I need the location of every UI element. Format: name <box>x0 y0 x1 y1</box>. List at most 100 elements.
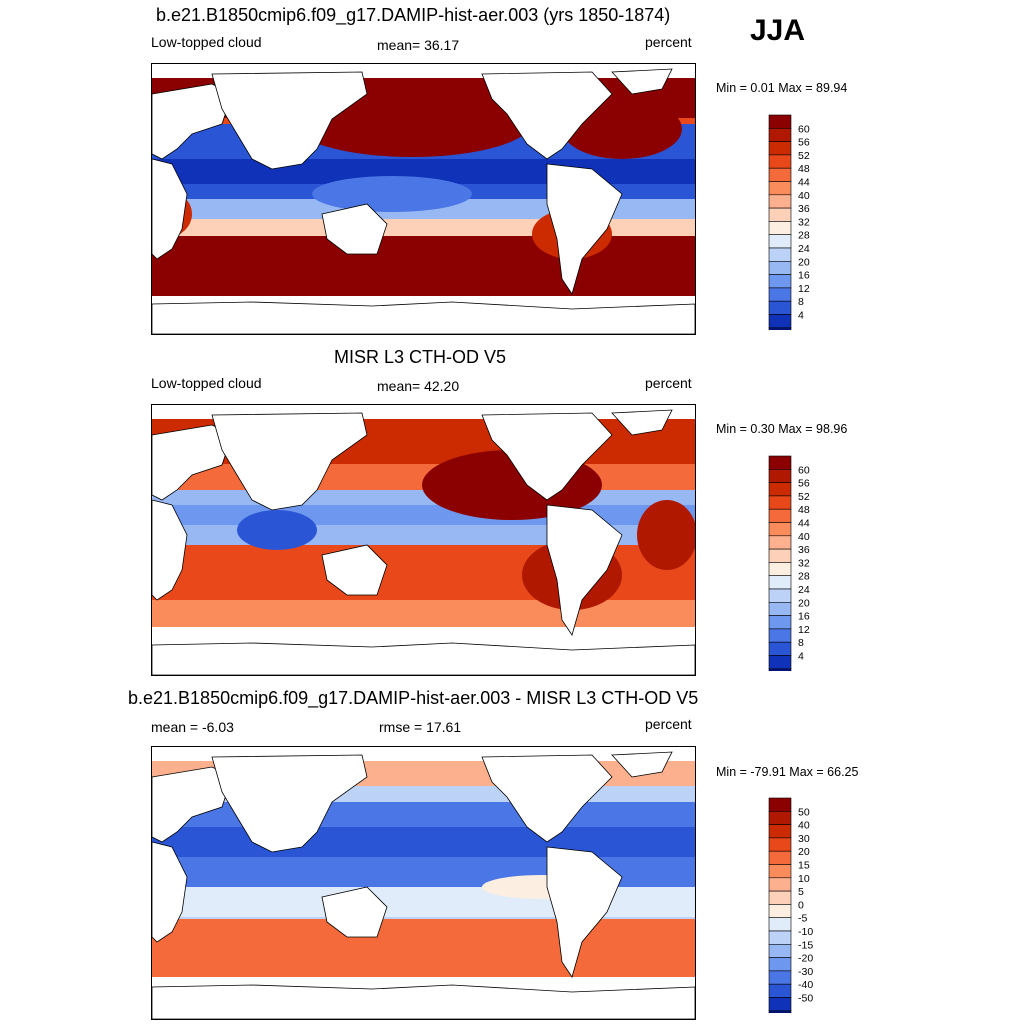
colorbar1-tick-label: 28 <box>798 230 810 242</box>
colorbar2-tick-label: 60 <box>798 464 810 476</box>
panel2-tropical-core <box>152 505 695 525</box>
colorbar2-tick-label: 32 <box>798 557 810 569</box>
colorbar3-box <box>768 957 792 972</box>
colorbar1-box <box>768 128 792 142</box>
panel1-antarctica <box>152 301 695 334</box>
colorbar3-box <box>768 970 792 985</box>
colorbar3-box <box>768 850 792 865</box>
panel3-north-america <box>481 754 613 843</box>
colorbar1-box <box>768 287 792 302</box>
colorbar1-tick-label: 32 <box>798 216 810 228</box>
panel2-minmax-label: Min = 0.30 Max = 98.96 <box>716 422 848 436</box>
panel1-title: b.e21.B1850cmip6.f09_g17.DAMIP-hist-aer.… <box>156 5 671 25</box>
panel2-africa <box>152 499 188 601</box>
colorbar3-tick-label: 50 <box>798 806 810 818</box>
colorbar2-box <box>768 548 792 563</box>
colorbar2-tick-label: 8 <box>798 637 804 649</box>
colorbar3-tick-label: -15 <box>798 939 813 951</box>
panel1-africa <box>152 158 188 260</box>
colorbar2-box <box>768 508 792 523</box>
colorbar3-tick-label: 10 <box>798 873 810 885</box>
colorbar1-box <box>768 207 792 222</box>
panel1-itcz <box>312 176 472 212</box>
colorbar2-box <box>768 602 792 616</box>
colorbar1-tick-label: 40 <box>798 190 810 202</box>
colorbar2-tick-label: 56 <box>798 478 810 490</box>
colorbar3-tick-label: 15 <box>798 860 810 872</box>
colorbar2-tick-label: 28 <box>798 571 810 583</box>
panel2-title: MISR L3 CTH-OD V5 <box>334 347 507 367</box>
colorbar3-box <box>768 917 792 932</box>
panel3-south-america <box>546 846 623 978</box>
colorbar2-box <box>768 562 792 577</box>
colorbar2-tick-label: 40 <box>798 531 810 543</box>
panel2-maritime <box>237 510 317 550</box>
colorbar3-box <box>768 864 792 879</box>
colorbar1-tick-label: 24 <box>798 243 810 255</box>
colorbar3-tick-label: 40 <box>798 820 810 832</box>
colorbar2-box <box>768 575 792 590</box>
panel2-mean-label: mean= 42.20 <box>377 378 460 394</box>
colorbar2-box <box>768 668 792 671</box>
panel3-asia <box>211 754 368 853</box>
colorbar3-box <box>768 811 792 825</box>
colorbar2-box <box>768 482 792 497</box>
colorbar1-tick-label: 20 <box>798 256 810 268</box>
colorbar2-tick-label: 16 <box>798 611 810 623</box>
panel3-africa <box>152 841 188 943</box>
panel3-minmax-label: Min = -79.91 Max = 66.25 <box>716 765 859 779</box>
colorbar1-tick-label: 4 <box>798 310 804 322</box>
panel3-greenland <box>611 751 673 778</box>
colorbar3-box <box>768 983 792 998</box>
colorbar1-box <box>768 247 792 262</box>
colorbar2-tick-label: 20 <box>798 597 810 609</box>
colorbar1-tick-label: 48 <box>798 163 810 175</box>
colorbar2-tick-label: 4 <box>798 651 804 663</box>
colorbar2-tick-label: 48 <box>798 504 810 516</box>
colorbar3-box <box>768 944 792 958</box>
colorbar1-tick-label: 8 <box>798 296 804 308</box>
colorbar2-box <box>768 495 792 510</box>
panel1-asia <box>211 71 368 170</box>
panel1-greenland <box>611 68 673 95</box>
colorbar1-box <box>768 327 792 330</box>
colorbar1-box <box>768 300 792 315</box>
colorbar3-tick-label: -5 <box>798 913 807 925</box>
colorbar1-box <box>768 167 792 182</box>
colorbar1-box <box>768 141 792 156</box>
colorbar1-tick-label: 36 <box>798 203 810 215</box>
panel1-minmax-label: Min = 0.01 Max = 89.94 <box>716 81 848 95</box>
colorbar1-box <box>768 154 792 169</box>
panel3-rmse-label: rmse = 17.61 <box>379 719 462 735</box>
panel3-title: b.e21.B1850cmip6.f09_g17.DAMIP-hist-aer.… <box>128 688 699 708</box>
colorbar1-box <box>768 314 792 329</box>
panel1-variable-label: Low-topped cloud <box>151 34 262 50</box>
panel1-southern-band <box>152 236 695 296</box>
colorbar1-box <box>768 194 792 209</box>
colorbar1-box <box>768 234 792 249</box>
colorbar3-tick-label: 0 <box>798 899 804 911</box>
panel3-southern-band <box>152 919 695 977</box>
panel2-south-america <box>546 504 623 636</box>
colorbar3-box <box>768 797 792 812</box>
panel2-north-america <box>481 412 613 501</box>
colorbar3-tick-label: -50 <box>798 993 813 1005</box>
panel1-map <box>151 63 696 335</box>
colorbar3-box <box>768 997 792 1012</box>
colorbar1-box <box>768 261 792 275</box>
panel2-units-label: percent <box>645 375 692 391</box>
panel2-map-svg <box>152 405 695 675</box>
panel2-asia <box>211 412 368 511</box>
colorbar1-tick-label: 16 <box>798 270 810 282</box>
colorbar2-tick-label: 24 <box>798 584 810 596</box>
panel1-units-label: percent <box>645 34 692 50</box>
colorbar1-box <box>768 221 792 236</box>
panel1-south-america <box>546 163 623 295</box>
colorbar3-tick-label: -40 <box>798 979 813 991</box>
colorbar2-box <box>768 628 792 643</box>
panel2-australia <box>321 544 388 596</box>
colorbar3-tick-label: -20 <box>798 953 813 965</box>
colorbar3-tick-label: 5 <box>798 886 804 898</box>
